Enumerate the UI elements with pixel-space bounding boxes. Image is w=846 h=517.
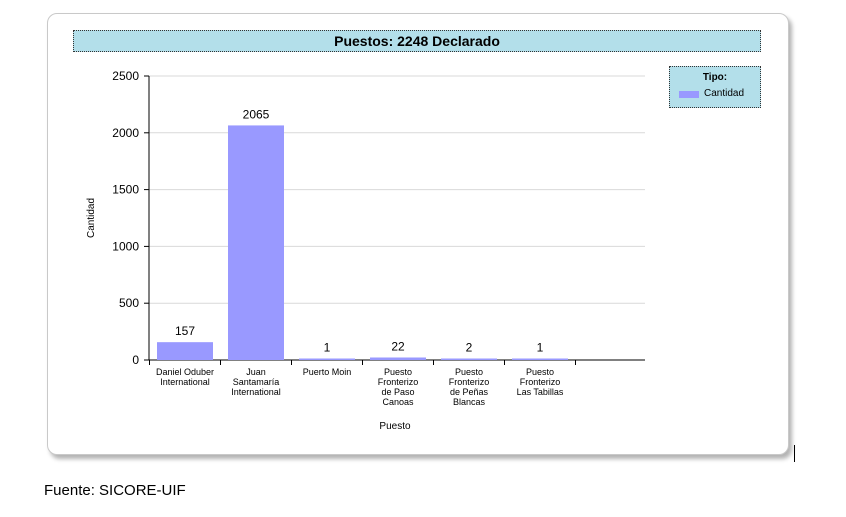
chart-legend: Tipo: Cantidad xyxy=(669,66,761,108)
x-tick-label: Fronterizo xyxy=(520,377,561,387)
y-tick-label: 500 xyxy=(119,296,139,310)
bar xyxy=(299,358,355,360)
x-tick-label: Puesto xyxy=(455,367,483,377)
data-label: 2065 xyxy=(243,107,270,121)
data-label: 157 xyxy=(175,324,195,338)
legend-label-cantidad: Cantidad xyxy=(704,88,745,99)
x-tick-label: International xyxy=(231,387,281,397)
x-tick-label: Santamaría xyxy=(233,377,280,387)
legend-swatch xyxy=(679,91,699,98)
x-tick-label: Fronterizo xyxy=(449,377,490,387)
y-tick-label: 2500 xyxy=(112,69,139,83)
y-tick-label: 0 xyxy=(132,353,139,367)
bar xyxy=(228,125,284,360)
source-note: Fuente: SICORE-UIF xyxy=(44,482,186,499)
bar xyxy=(157,342,213,360)
y-axis-title: Cantidad xyxy=(86,198,97,238)
x-tick-label: Canoas xyxy=(382,397,414,407)
x-tick-label: Fronterizo xyxy=(378,377,419,387)
legend-title: Tipo: xyxy=(702,72,728,83)
bar xyxy=(512,358,568,360)
x-axis-title: Puesto xyxy=(379,421,411,432)
data-label: 1 xyxy=(537,341,544,355)
data-label: 2 xyxy=(466,341,473,355)
x-tick-label: Puesto xyxy=(526,367,554,377)
x-tick-label: Puerto Moin xyxy=(303,367,352,377)
y-tick-label: 2000 xyxy=(112,126,139,140)
data-label: 1 xyxy=(324,341,331,355)
y-tick-label: 1500 xyxy=(112,183,139,197)
bar xyxy=(441,358,497,360)
x-tick-label: Las Tabillas xyxy=(517,387,564,397)
x-tick-label: de Peñas xyxy=(450,387,489,397)
x-tick-label: Daniel Oduber xyxy=(156,367,214,377)
chart-title: Puestos: 2248 Declarado xyxy=(73,30,761,52)
x-tick-label: de Paso xyxy=(381,387,414,397)
x-tick-label: Juan xyxy=(246,367,266,377)
x-tick-label: Blancas xyxy=(453,397,486,407)
bar xyxy=(370,357,426,360)
x-tick-label: Puesto xyxy=(384,367,412,377)
text-cursor xyxy=(794,445,795,462)
chart-card xyxy=(47,13,789,455)
data-label: 22 xyxy=(391,340,405,354)
x-tick-label: International xyxy=(160,377,210,387)
y-tick-label: 1000 xyxy=(112,239,139,253)
